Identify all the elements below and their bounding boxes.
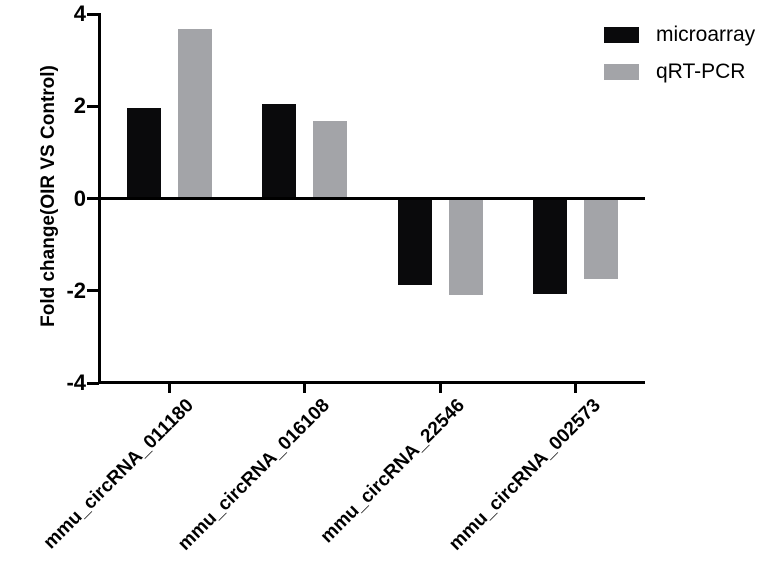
legend-label-qrt-pcr: qRT-PCR bbox=[656, 60, 746, 83]
legend-label-microarray: microarray bbox=[656, 23, 756, 46]
bar-qRT-PCR-mmu_circRNA_22546 bbox=[448, 198, 483, 296]
x-tick-mark bbox=[574, 384, 577, 393]
x-category-label: mmu_circRNA_002573 bbox=[444, 395, 605, 555]
y-tick-label: 0 bbox=[73, 185, 86, 211]
x-axis-line bbox=[98, 381, 645, 384]
legend-item-qrt-pcr: qRT-PCR bbox=[604, 61, 755, 83]
legend: microarray qRT-PCR bbox=[604, 24, 755, 83]
bar-microarray-mmu_circRNA_22546 bbox=[397, 198, 432, 286]
y-tick-label: 2 bbox=[73, 93, 86, 119]
legend-item-microarray: microarray bbox=[604, 24, 755, 46]
y-tick-mark bbox=[87, 12, 99, 16]
x-category-label: mmu_circRNA_016108 bbox=[173, 395, 334, 555]
x-category-label: mmu_circRNA_22546 bbox=[316, 395, 469, 548]
x-category-label: mmu_circRNA_011180 bbox=[39, 395, 198, 554]
bar-microarray-mmu_circRNA_016108 bbox=[262, 103, 296, 199]
y-axis-title: Fold change(OIR VS Control) bbox=[38, 65, 59, 327]
zero-baseline bbox=[98, 197, 645, 200]
bar-qRT-PCR-mmu_circRNA_016108 bbox=[313, 121, 347, 199]
x-tick-mark bbox=[438, 384, 442, 393]
y-tick-mark bbox=[87, 381, 99, 385]
y-tick-label: -4 bbox=[66, 370, 86, 395]
y-tick-mark bbox=[87, 104, 99, 108]
bar-microarray-mmu_circRNA_002573 bbox=[533, 198, 567, 295]
bar-qRT-PCR-mmu_circRNA_011180 bbox=[177, 28, 212, 199]
y-tick-mark bbox=[87, 289, 99, 293]
x-tick-mark bbox=[167, 384, 171, 393]
x-tick-mark bbox=[303, 384, 306, 393]
bar-microarray-mmu_circRNA_011180 bbox=[126, 107, 161, 199]
legend-swatch-microarray bbox=[604, 27, 639, 43]
legend-swatch-qrt-pcr bbox=[604, 64, 639, 80]
y-tick-label: -2 bbox=[66, 277, 86, 303]
bar-qRT-PCR-mmu_circRNA_002573 bbox=[584, 198, 618, 279]
y-tick-label: 4 bbox=[73, 1, 86, 26]
y-tick-mark bbox=[87, 197, 99, 200]
